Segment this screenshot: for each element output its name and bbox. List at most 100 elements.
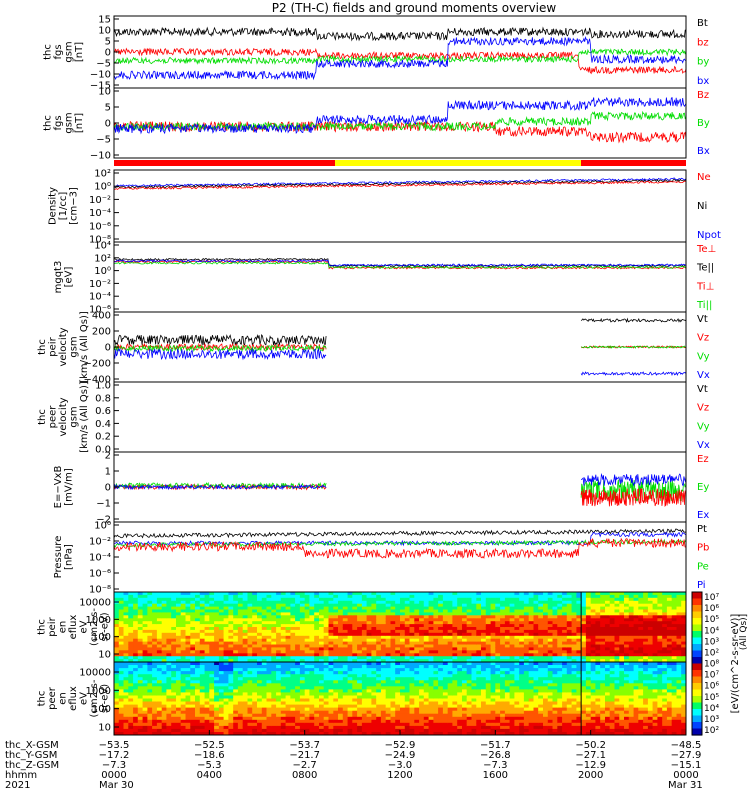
heat-cell xyxy=(409,674,415,678)
heat-cell xyxy=(333,600,339,605)
heat-cell xyxy=(514,594,520,599)
heat-cell xyxy=(295,725,301,730)
heat-cell xyxy=(404,732,411,735)
heat-cell xyxy=(128,615,134,619)
heat-cell xyxy=(142,698,148,703)
heat-cell xyxy=(380,704,387,709)
heat-cell xyxy=(433,728,439,733)
heat-cell xyxy=(538,597,544,602)
heat-cell xyxy=(457,644,463,648)
heat-cell xyxy=(261,650,268,654)
heat-cell xyxy=(447,659,454,662)
heat-cell xyxy=(361,668,368,672)
heat-cell xyxy=(114,600,120,605)
heat-cell xyxy=(628,621,635,625)
heat-cell xyxy=(385,621,392,625)
heat-cell xyxy=(504,629,511,634)
heat-cell xyxy=(500,606,506,611)
heat-cell xyxy=(285,635,291,640)
heat-cell xyxy=(342,732,349,735)
heat-cell xyxy=(218,722,225,727)
heat-cell xyxy=(176,632,182,637)
heat-cell xyxy=(357,647,363,651)
heat-cell xyxy=(338,707,344,712)
heat-cell xyxy=(519,653,525,657)
heat-cell xyxy=(142,671,148,675)
heat-cell xyxy=(152,650,158,654)
heat-cell xyxy=(190,662,196,666)
heat-cell xyxy=(323,624,330,628)
heat-cell xyxy=(457,615,463,619)
heat-cell xyxy=(433,716,439,721)
heat-cell xyxy=(452,627,458,631)
heat-cell xyxy=(395,716,401,721)
heat-cell xyxy=(142,621,148,625)
heat-cell xyxy=(261,656,268,660)
heat-cell xyxy=(133,644,139,648)
heat-cell xyxy=(266,698,272,703)
heat-cell xyxy=(361,606,368,611)
heat-cell xyxy=(309,629,315,634)
heat-cell xyxy=(257,594,263,599)
heat-cell xyxy=(247,707,253,712)
heat-cell xyxy=(114,644,120,648)
heat-cell xyxy=(319,659,325,662)
heat-cell xyxy=(299,644,306,648)
heat-cell xyxy=(652,609,658,613)
heat-cell xyxy=(218,609,225,613)
heat-cell xyxy=(118,615,125,619)
heat-cell xyxy=(137,686,144,690)
heat-cell xyxy=(176,683,182,687)
heat-cell xyxy=(133,725,139,730)
heat-cell xyxy=(452,689,458,693)
heat-cell xyxy=(400,603,406,608)
heat-cell xyxy=(380,627,387,631)
heat-cell xyxy=(137,612,144,616)
heat-cell xyxy=(328,644,334,648)
heat-cell xyxy=(366,606,372,611)
heat-cell xyxy=(385,671,392,675)
heat-cell xyxy=(180,603,187,608)
heat-cell xyxy=(252,624,258,628)
heat-cell xyxy=(409,713,415,718)
heat-cell xyxy=(276,615,282,619)
heat-cell xyxy=(342,707,349,712)
heat-cell xyxy=(490,641,496,646)
heat-cell xyxy=(314,719,320,724)
heat-cell xyxy=(161,674,168,678)
plot-area xyxy=(114,317,686,377)
heat-cell xyxy=(299,656,306,660)
heat-cell xyxy=(195,641,201,646)
heat-cell xyxy=(357,624,363,628)
heat-cell xyxy=(271,680,277,684)
heat-cell xyxy=(233,719,239,724)
heat-cell xyxy=(156,677,163,681)
heat-cell xyxy=(309,638,315,643)
ytick-label: 10⁻² xyxy=(89,279,111,290)
heat-cell xyxy=(233,641,239,646)
heat-cell xyxy=(361,701,368,706)
heat-cell xyxy=(233,716,239,721)
heat-cell xyxy=(671,600,678,605)
heat-cell xyxy=(142,728,148,733)
heat-cell xyxy=(371,650,377,654)
heat-cell xyxy=(471,674,477,678)
heat-cell xyxy=(638,659,644,662)
heat-cell xyxy=(328,597,334,602)
heat-cell xyxy=(195,728,201,733)
heat-cell xyxy=(156,695,163,700)
heat-cell xyxy=(614,594,620,599)
heat-cell xyxy=(190,641,196,646)
heat-cell xyxy=(233,704,239,709)
heat-cell xyxy=(280,635,287,640)
heat-cell xyxy=(466,600,473,605)
heat-cell xyxy=(662,609,668,613)
heat-cell xyxy=(123,618,129,622)
heat-cell xyxy=(309,732,315,735)
heat-cell xyxy=(471,615,477,619)
heat-cell xyxy=(314,701,320,706)
heat-cell xyxy=(605,656,611,660)
heat-cell xyxy=(118,653,125,657)
heat-cell xyxy=(137,689,144,693)
